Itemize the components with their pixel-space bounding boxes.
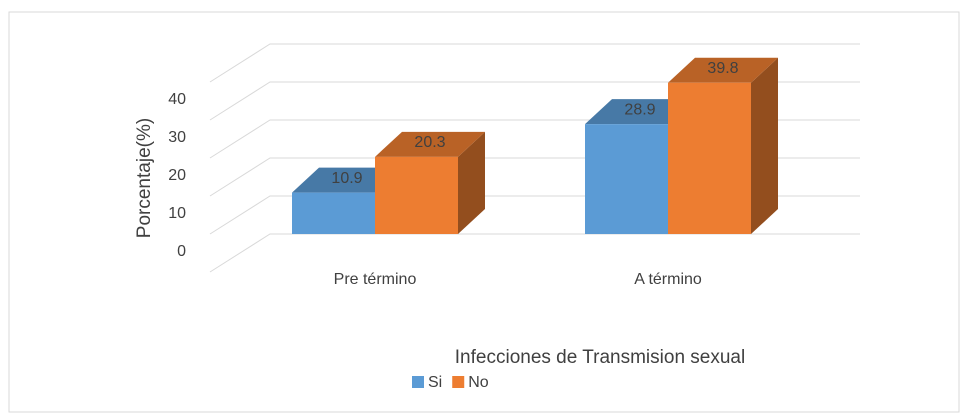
bar (668, 57, 778, 235)
bar-front (668, 82, 751, 234)
bar-front (585, 124, 668, 234)
legend-title: Infecciones de Transmision sexual (455, 347, 745, 368)
bar-front (375, 156, 458, 234)
data-label: 20.3 (414, 134, 445, 151)
bar-side (458, 131, 485, 234)
y-tick-label: 20 (168, 167, 186, 184)
legend-label: No (468, 374, 489, 391)
legend-swatch (452, 376, 465, 388)
chart-border (8, 11, 960, 413)
data-label: 39.8 (707, 60, 738, 77)
legend-label: Si (428, 374, 442, 391)
y-axis-title: Porcentaje(%) (134, 118, 155, 238)
data-label: 10.9 (331, 170, 362, 187)
bar-top (668, 57, 778, 83)
grid-line (209, 233, 860, 273)
x-tick-label: Pre término (334, 271, 417, 288)
grid-line (209, 81, 860, 121)
bar-top (292, 167, 402, 193)
x-tick-label: A término (634, 271, 702, 288)
bar-side (751, 57, 778, 235)
legend-swatch (412, 376, 424, 388)
bar (375, 131, 485, 234)
bar-front (292, 192, 375, 234)
data-label: 28.9 (624, 101, 655, 118)
bar-top (585, 99, 695, 125)
y-tick-label: 40 (168, 91, 186, 108)
grid-line (209, 43, 860, 83)
y-tick-label: 10 (168, 205, 186, 222)
y-tick-label: 30 (168, 129, 186, 146)
y-tick-label: 0 (177, 243, 186, 260)
bar-top (375, 131, 485, 157)
